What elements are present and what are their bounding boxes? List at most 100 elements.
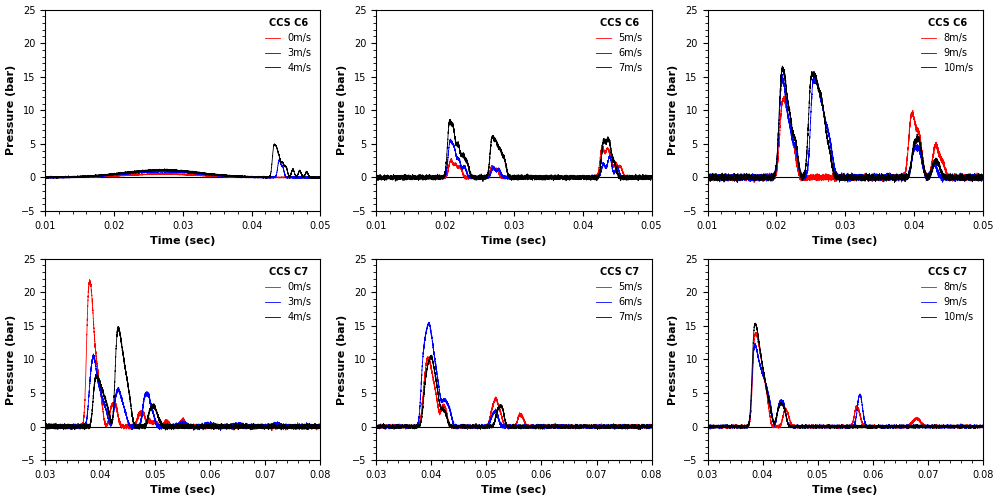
8m/s — [715, 424, 727, 430]
9m/s — [876, 424, 888, 430]
4m/s — [305, 175, 317, 181]
7m/s — [385, 174, 397, 180]
9m/s — [701, 174, 713, 180]
5m/s — [385, 424, 397, 430]
3m/s — [243, 174, 255, 180]
3m/s — [202, 172, 214, 178]
6m/s — [371, 173, 383, 179]
5m/s — [470, 174, 482, 180]
8m/s — [905, 113, 917, 119]
5m/s — [533, 423, 545, 429]
4m/s — [315, 424, 327, 430]
7m/s — [477, 178, 489, 184]
7m/s — [385, 423, 397, 429]
5m/s — [371, 424, 383, 430]
8m/s — [750, 329, 762, 335]
9m/s — [864, 424, 876, 430]
9m/s — [920, 423, 932, 429]
5m/s — [645, 174, 657, 180]
0m/s — [153, 171, 165, 177]
Y-axis label: Pressure (bar): Pressure (bar) — [6, 65, 16, 155]
0m/s — [244, 424, 256, 430]
7m/s — [589, 175, 601, 181]
Line: 8m/s: 8m/s — [707, 332, 983, 429]
Y-axis label: Pressure (bar): Pressure (bar) — [337, 314, 347, 404]
X-axis label: Time (sec): Time (sec) — [482, 485, 546, 495]
8m/s — [801, 424, 813, 430]
7m/s — [470, 422, 482, 428]
9m/s — [920, 178, 932, 184]
10m/s — [920, 422, 932, 428]
4m/s — [188, 427, 200, 433]
0m/s — [214, 173, 226, 179]
0m/s — [258, 422, 270, 428]
10m/s — [977, 174, 989, 180]
3m/s — [258, 175, 270, 181]
0m/s — [53, 174, 65, 180]
3m/s — [139, 169, 151, 175]
Line: 9m/s: 9m/s — [707, 74, 983, 183]
3m/s — [39, 174, 51, 180]
X-axis label: Time (sec): Time (sec) — [482, 236, 546, 246]
9m/s — [776, 71, 788, 77]
10m/s — [801, 424, 813, 430]
Legend: 8m/s, 9m/s, 10m/s: 8m/s, 9m/s, 10m/s — [917, 264, 978, 326]
X-axis label: Time (sec): Time (sec) — [812, 236, 878, 246]
7m/s — [426, 352, 438, 358]
3m/s — [258, 423, 270, 429]
Line: 7m/s: 7m/s — [377, 355, 651, 429]
0m/s — [39, 425, 51, 431]
5m/s — [589, 422, 601, 428]
Line: 4m/s: 4m/s — [45, 144, 321, 178]
10m/s — [864, 425, 876, 431]
3m/s — [244, 422, 256, 428]
3m/s — [315, 423, 327, 429]
5m/s — [545, 175, 557, 181]
Legend: 5m/s, 6m/s, 7m/s: 5m/s, 6m/s, 7m/s — [592, 15, 646, 77]
0m/s — [39, 174, 51, 180]
8m/s — [748, 179, 760, 185]
Line: 10m/s: 10m/s — [707, 66, 983, 182]
5m/s — [589, 174, 601, 180]
0m/s — [53, 425, 65, 431]
8m/s — [876, 423, 888, 429]
6m/s — [574, 422, 586, 428]
3m/s — [87, 351, 99, 357]
Line: 5m/s: 5m/s — [377, 145, 651, 180]
10m/s — [701, 423, 713, 429]
5m/s — [633, 427, 645, 433]
6m/s — [430, 177, 442, 183]
7m/s — [545, 424, 557, 430]
Line: 5m/s: 5m/s — [377, 357, 651, 430]
8m/s — [704, 426, 716, 432]
9m/s — [977, 175, 989, 181]
9m/s — [876, 176, 888, 182]
9m/s — [731, 180, 743, 186]
5m/s — [371, 173, 383, 179]
7m/s — [645, 422, 657, 428]
10m/s — [905, 159, 917, 165]
10m/s — [905, 425, 917, 431]
5m/s — [470, 424, 482, 430]
7m/s — [371, 174, 383, 180]
10m/s — [715, 178, 727, 184]
4m/s — [202, 424, 214, 430]
0m/s — [244, 174, 256, 180]
5m/s — [574, 174, 586, 180]
6m/s — [645, 425, 657, 431]
4m/s — [39, 174, 51, 180]
3m/s — [53, 174, 65, 180]
10m/s — [864, 175, 876, 181]
8m/s — [701, 425, 713, 431]
6m/s — [545, 174, 557, 180]
8m/s — [801, 173, 813, 179]
3m/s — [215, 427, 227, 433]
6m/s — [533, 424, 545, 430]
7m/s — [533, 175, 545, 181]
10m/s — [876, 423, 888, 429]
0m/s — [315, 174, 327, 180]
4m/s — [112, 324, 124, 330]
Line: 8m/s: 8m/s — [707, 96, 983, 182]
4m/s — [258, 423, 270, 429]
7m/s — [444, 117, 456, 123]
